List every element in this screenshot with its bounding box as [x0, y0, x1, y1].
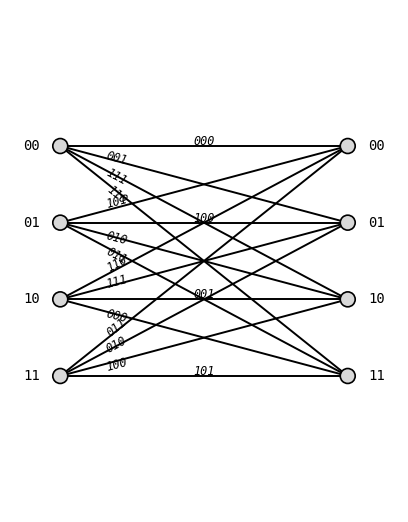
- Circle shape: [340, 292, 355, 307]
- Text: 01: 01: [368, 216, 385, 230]
- Text: 000: 000: [104, 307, 129, 326]
- Text: 011: 011: [104, 315, 129, 339]
- Circle shape: [53, 215, 68, 230]
- Text: 111: 111: [104, 165, 129, 187]
- Text: 00: 00: [23, 139, 40, 153]
- Circle shape: [53, 138, 68, 153]
- Text: 101: 101: [193, 365, 215, 378]
- Text: 110: 110: [104, 254, 129, 275]
- Circle shape: [53, 292, 68, 307]
- Text: 001: 001: [193, 288, 215, 301]
- Circle shape: [53, 369, 68, 384]
- Text: 11: 11: [368, 369, 385, 383]
- Text: 010: 010: [104, 334, 129, 355]
- Circle shape: [340, 369, 355, 384]
- Circle shape: [340, 215, 355, 230]
- Text: 11: 11: [23, 369, 40, 383]
- Text: 001: 001: [104, 149, 129, 167]
- Text: 000: 000: [193, 135, 215, 148]
- Text: 10: 10: [368, 292, 385, 306]
- Text: 00: 00: [368, 139, 385, 153]
- Text: 010: 010: [104, 229, 129, 247]
- Text: 110: 110: [104, 183, 129, 207]
- Text: 10: 10: [23, 292, 40, 306]
- Text: 111: 111: [104, 273, 129, 291]
- Text: 011: 011: [104, 245, 129, 267]
- Text: 01: 01: [23, 216, 40, 230]
- Text: 101: 101: [104, 192, 129, 210]
- Circle shape: [340, 138, 355, 153]
- Text: 100: 100: [193, 211, 215, 224]
- Text: 100: 100: [104, 355, 129, 374]
